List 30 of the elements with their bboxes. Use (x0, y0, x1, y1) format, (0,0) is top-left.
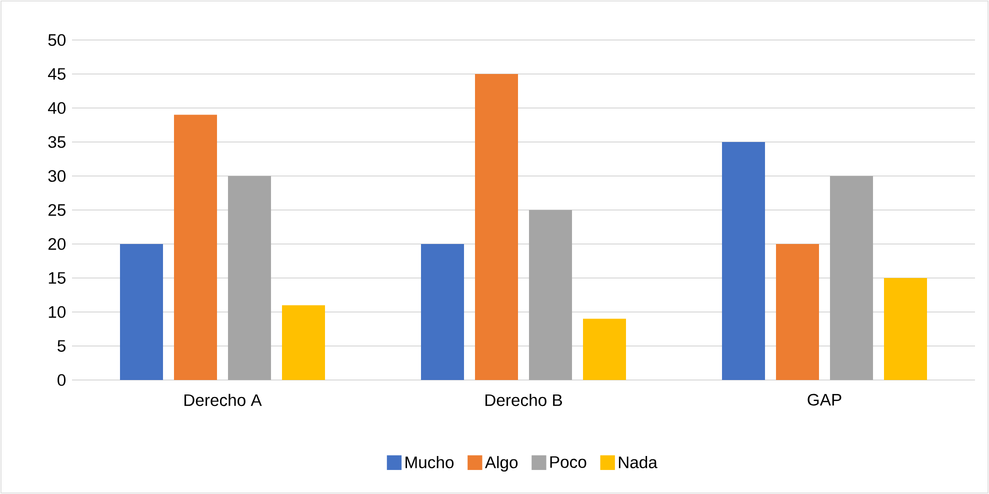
y-tick-label: 40 (48, 102, 66, 114)
bar (722, 142, 765, 380)
bar (228, 176, 272, 380)
bar (475, 74, 518, 380)
y-tick-label: 45 (48, 68, 66, 80)
legend-label: Algo (484, 456, 518, 472)
x-tick-label: Derecho B (485, 394, 562, 406)
y-tick-label: 15 (48, 272, 66, 284)
bar (884, 278, 928, 380)
y-tick-label: 5 (58, 340, 66, 352)
bar (529, 210, 572, 380)
y-tick-label: 35 (48, 136, 66, 148)
bar (830, 176, 873, 380)
y-tick-label: 0 (58, 374, 66, 386)
x-tick-label: GAP (808, 394, 842, 406)
bar (421, 244, 464, 380)
bar (583, 318, 626, 380)
y-tick-label: 50 (48, 34, 66, 46)
bar (174, 114, 218, 380)
y-tick-label: 25 (48, 204, 66, 216)
y-tick-label: 30 (48, 170, 66, 182)
legend-label: Nada (618, 456, 658, 468)
bar (776, 244, 820, 380)
legend-label: Mucho (406, 456, 454, 468)
legend-label: Poco (550, 456, 586, 468)
x-tick-label: Derecho A (184, 394, 262, 406)
y-tick-label: 10 (48, 306, 66, 318)
bar (120, 244, 164, 380)
bar (282, 305, 325, 380)
y-tick-label: 20 (48, 238, 66, 250)
